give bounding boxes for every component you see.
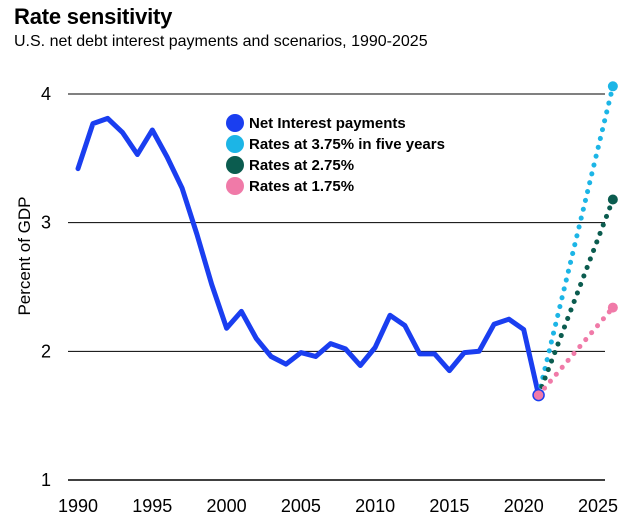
legend-item: Rates at 2.75% xyxy=(226,156,354,174)
y-tick-label: 3 xyxy=(41,213,51,233)
y-tick-label: 2 xyxy=(41,341,51,361)
legend-item: Rates at 1.75% xyxy=(226,177,354,195)
series-layer xyxy=(75,81,618,402)
y-tick-label: 1 xyxy=(41,470,51,490)
x-tick-label: 2010 xyxy=(355,496,395,516)
legend-label: Net Interest payments xyxy=(249,115,406,132)
legend-label: Rates at 2.75% xyxy=(249,157,354,174)
legend: Net Interest payments Rates at 3.75% in f… xyxy=(226,114,445,195)
x-tick-label: 2000 xyxy=(207,496,247,516)
series-0 xyxy=(75,115,542,398)
legend-item: Net Interest payments xyxy=(226,114,406,132)
series-line xyxy=(75,115,542,398)
series-1 xyxy=(536,81,618,398)
series-3 xyxy=(536,302,618,398)
series-line xyxy=(536,83,616,398)
chart-subtitle: U.S. net debt interest payments and scen… xyxy=(14,33,428,50)
y-tick-label: 4 xyxy=(41,84,51,104)
chart-title: Rate sensitivity xyxy=(14,4,173,29)
legend-label: Rates at 3.75% in five years xyxy=(249,136,445,153)
series-end-point xyxy=(607,194,618,205)
legend-swatch xyxy=(226,114,244,132)
x-tick-label: 2015 xyxy=(429,496,469,516)
legend-swatch xyxy=(226,135,244,153)
x-tick-label: 2005 xyxy=(281,496,321,516)
axes: 1 2 3 4 1990 1995 2000 2005 2010 2015 2020 2025 Perc… xyxy=(15,84,618,516)
series-line xyxy=(536,197,616,398)
legend-label: Rates at 1.75% xyxy=(249,178,354,195)
series-end-point xyxy=(607,302,618,313)
x-tick-label: 2020 xyxy=(504,496,544,516)
x-tick-label: 2025 xyxy=(578,496,618,516)
legend-item: Rates at 3.75% in five years xyxy=(226,135,445,153)
gridlines xyxy=(68,93,605,481)
legend-swatch xyxy=(226,177,244,195)
x-tick-label: 1995 xyxy=(132,496,172,516)
y-axis-label: Percent of GDP xyxy=(15,196,34,315)
series-2 xyxy=(536,194,618,398)
legend-swatch xyxy=(226,156,244,174)
scenario-start-point xyxy=(532,388,545,402)
series-end-point xyxy=(607,81,618,92)
series-line xyxy=(536,305,616,398)
x-tick-label: 1990 xyxy=(58,496,98,516)
